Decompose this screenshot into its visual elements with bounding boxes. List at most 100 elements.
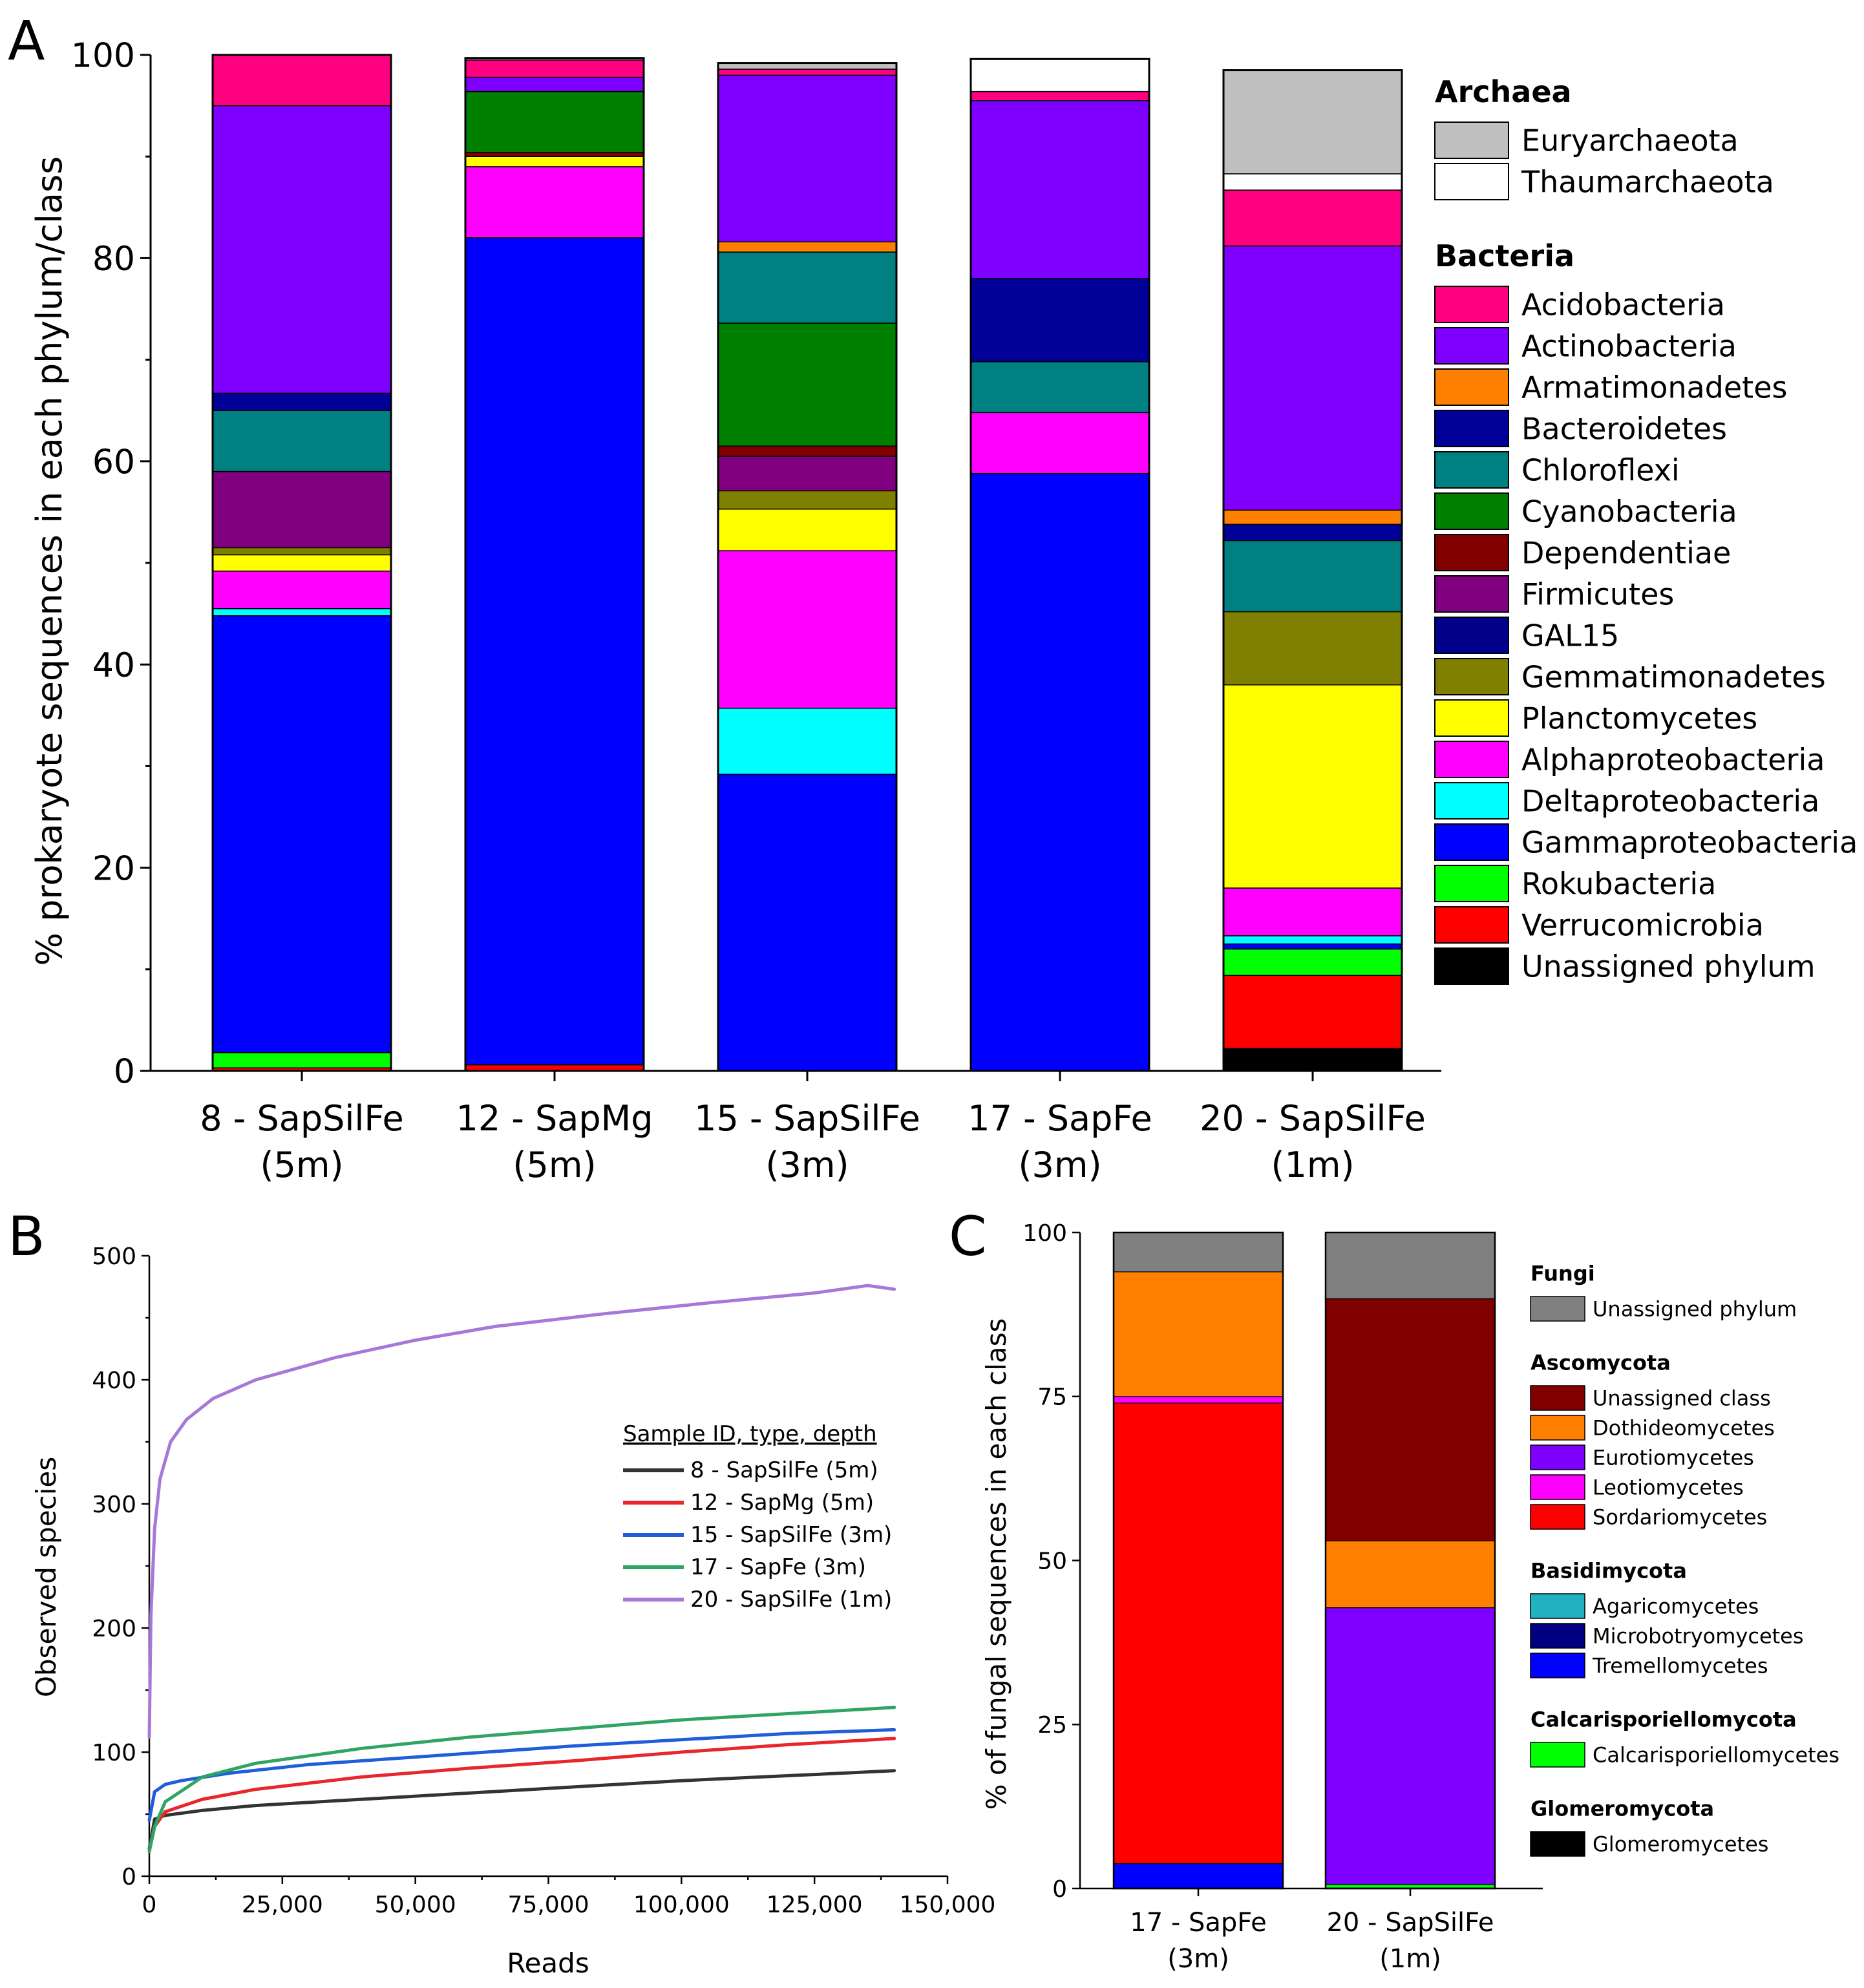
x-tick-label-depth-2: (1m)	[1379, 1944, 1441, 1974]
panel-b-series-lines	[147, 1284, 896, 1854]
bar-segment-alphaproteobacteria-3	[717, 550, 897, 709]
legend-swatch-tremellomycetes	[1530, 1653, 1585, 1678]
legend-label-calcarisporiellomycetes: Calcarisporiellomycetes	[1593, 1743, 1839, 1768]
bar-segment-bacteroidetes-1	[212, 392, 392, 411]
x-tick-label-depth-5: (1m)	[1271, 1145, 1354, 1185]
series-line-12-sapmg-5m	[147, 1737, 896, 1854]
panel-a-legend: Archaea Euryarchaeota Thaumarchaeota Bacter…	[1434, 74, 1858, 985]
bar-segment-rokubacteria-5	[1223, 948, 1403, 976]
legend-swatch-thaumarchaeota	[1434, 163, 1509, 200]
legend-swatch-microbotryomycetes	[1530, 1623, 1585, 1649]
bar-segment-deltaproteobacteria-1	[212, 608, 392, 617]
bar-segment-unassigned-phylum-5	[1223, 1048, 1403, 1072]
series-line-15-sapsilfe-3m	[147, 1728, 896, 1823]
y-tick-label-400: 400	[92, 1368, 136, 1394]
legend-label-chloroflexi: Chloroflexi	[1521, 453, 1680, 488]
legend-label-17-sapfe-3m: 17 - SapFe (3m)	[690, 1554, 866, 1580]
bar-segment-actinobacteria-3	[717, 74, 897, 242]
bar-segment-sordariomycetes-1	[1113, 1402, 1284, 1865]
legend-label-cyanobacteria: Cyanobacteria	[1521, 494, 1737, 529]
x-tick-label-17-sapfe: 17 - SapFe	[968, 1098, 1152, 1139]
legend-group-title-basidimycota: Basidimycota	[1530, 1559, 1687, 1583]
legend-label-gammaproteobacteria: Gammaproteobacteria	[1521, 825, 1858, 860]
legend-group-title-calcarisporiellomycota: Calcarisporiellomycota	[1530, 1708, 1797, 1732]
bar-segment-deltaproteobacteria-3	[717, 708, 897, 775]
legend-label-armatimonadetes: Armatimonadetes	[1521, 370, 1787, 405]
legend-label-gal15: GAL15	[1521, 619, 1619, 653]
x-tick-label-17-sapfe: 17 - SapFe	[1130, 1908, 1266, 1938]
y-tick-label-75: 75	[1037, 1384, 1067, 1411]
legend-swatch-actinobacteria	[1434, 327, 1509, 365]
bar-segment-gammaproteobacteria-3	[717, 774, 897, 1072]
x-tick-label-12-sapmg: 12 - SapMg	[456, 1098, 653, 1139]
legend-label-glomeromycetes: Glomeromycetes	[1593, 1832, 1768, 1857]
x-tick-label-depth-4: (3m)	[1018, 1145, 1101, 1185]
legend-label-alphaproteobacteria: Alphaproteobacteria	[1521, 743, 1825, 777]
bar-segment-alphaproteobacteria-2	[465, 166, 644, 238]
panel-c-axes: 0 25 50 75 100	[1022, 1220, 1543, 1903]
y-tick-label-40: 40	[92, 646, 135, 685]
legend-swatch-unassigned-phylum	[1530, 1296, 1585, 1322]
legend-swatch-unassigned-class	[1530, 1385, 1585, 1411]
legend-label-rokubacteria: Rokubacteria	[1521, 867, 1716, 902]
x-tick-label-8-sapsilfe: 8 - SapSilFe	[200, 1098, 403, 1139]
legend-swatch-chloroflexi	[1434, 451, 1509, 489]
legend-label-unassigned-class: Unassigned class	[1593, 1386, 1771, 1411]
legend-group-title-bacteria: Bacteria	[1435, 238, 1574, 273]
panel-b-axes: 0 100 200 300 400 500 0 25,000 50,000 75,000 100,0…	[92, 1243, 995, 1918]
bar-segment-gammaproteobacteria-5	[1223, 943, 1403, 950]
legend-swatch-gal15	[1434, 617, 1509, 654]
bar-segment-armatimonadetes-3	[717, 241, 897, 253]
x-tick-label-depth-2: (5m)	[513, 1145, 596, 1185]
legend-swatch-alphaproteobacteria	[1434, 741, 1509, 778]
x-tick-label-4: 100,000	[633, 1892, 730, 1918]
panel-c-y-axis-label: % of fungal sequences in each class	[980, 1318, 1012, 1810]
y-tick-label-100: 100	[1022, 1220, 1067, 1247]
legend-swatch-unassigned-phylum	[1434, 947, 1509, 985]
bar-segment-dothideomycetes-2	[1325, 1540, 1496, 1609]
legend-swatch-firmicutes	[1434, 575, 1509, 613]
panel-a-bars	[211, 54, 1403, 1072]
legend-label-unassigned-phylum: Unassigned phylum	[1521, 949, 1816, 984]
bar-segment-verrucomicrobia-5	[1223, 975, 1403, 1050]
bar-segment-alphaproteobacteria-1	[212, 570, 392, 609]
legend-group-title-fungi: Fungi	[1530, 1262, 1595, 1286]
legend-group-title-ascomycota: Ascomycota	[1530, 1351, 1671, 1375]
bar-segment-chloroflexi-4	[970, 361, 1150, 414]
legend-label-12-sapmg-5m: 12 - SapMg (5m)	[690, 1490, 874, 1516]
bar-segment-alphaproteobacteria-4	[970, 412, 1150, 474]
x-tick-label-depth-3: (3m)	[765, 1145, 849, 1185]
y-tick-label-0: 0	[1052, 1876, 1067, 1903]
y-tick-label-300: 300	[92, 1492, 136, 1518]
bar-segment-acidobacteria-2	[465, 59, 644, 78]
x-tick-label-15-sapsilfe: 15 - SapSilFe	[694, 1098, 920, 1139]
bar-segment-actinobacteria-4	[970, 100, 1150, 279]
bar-segment-cyanobacteria-3	[717, 323, 897, 447]
y-tick-label-0: 0	[122, 1864, 136, 1890]
bar-segment-dependentiae-2	[465, 152, 644, 157]
bar-segment-gammaproteobacteria-4	[970, 472, 1150, 1072]
x-tick-label-2: 50,000	[375, 1892, 456, 1918]
legend-label-15-sapsilfe-3m: 15 - SapSilFe (3m)	[690, 1522, 892, 1548]
legend-label-planctomycetes: Planctomycetes	[1521, 701, 1757, 736]
bar-segment-acidobacteria-4	[970, 90, 1150, 101]
legend-swatch-cyanobacteria	[1434, 492, 1509, 530]
bar-segment-chloroflexi-1	[212, 410, 392, 472]
x-tick-label-0: 0	[142, 1892, 157, 1918]
bar-segment-unassigned-phylum-1	[1113, 1232, 1284, 1273]
panel-letter-b: B	[8, 1205, 45, 1268]
bar-segment-gemmatimonadetes-5	[1223, 611, 1403, 686]
y-tick-label-100: 100	[92, 1740, 136, 1766]
legend-label-acidobacteria: Acidobacteria	[1521, 288, 1725, 323]
bar-segment-armatimonadetes-5	[1223, 509, 1403, 525]
bar-segment-acidobacteria-1	[212, 54, 392, 107]
legend-swatch-deltaproteobacteria	[1434, 782, 1509, 820]
bar-segment-euryarchaeota-5	[1223, 69, 1403, 174]
bar-segment-firmicutes-3	[717, 456, 897, 492]
legend-label-sordariomycetes: Sordariomycetes	[1593, 1505, 1767, 1530]
panel-a-x-tick-labels: 8 - SapSilFe (5m) 12 - SapMg (5m) 15 - SapSi…	[200, 1098, 1426, 1185]
panel-b-legend: Sample ID, type, depth 8 - SapSilFe (5m) 1…	[623, 1421, 892, 1613]
legend-group-title-glomeromycota: Glomeromycota	[1530, 1797, 1714, 1821]
x-tick-label-6: 150,000	[900, 1892, 996, 1918]
legend-swatch-planctomycetes	[1434, 699, 1509, 737]
